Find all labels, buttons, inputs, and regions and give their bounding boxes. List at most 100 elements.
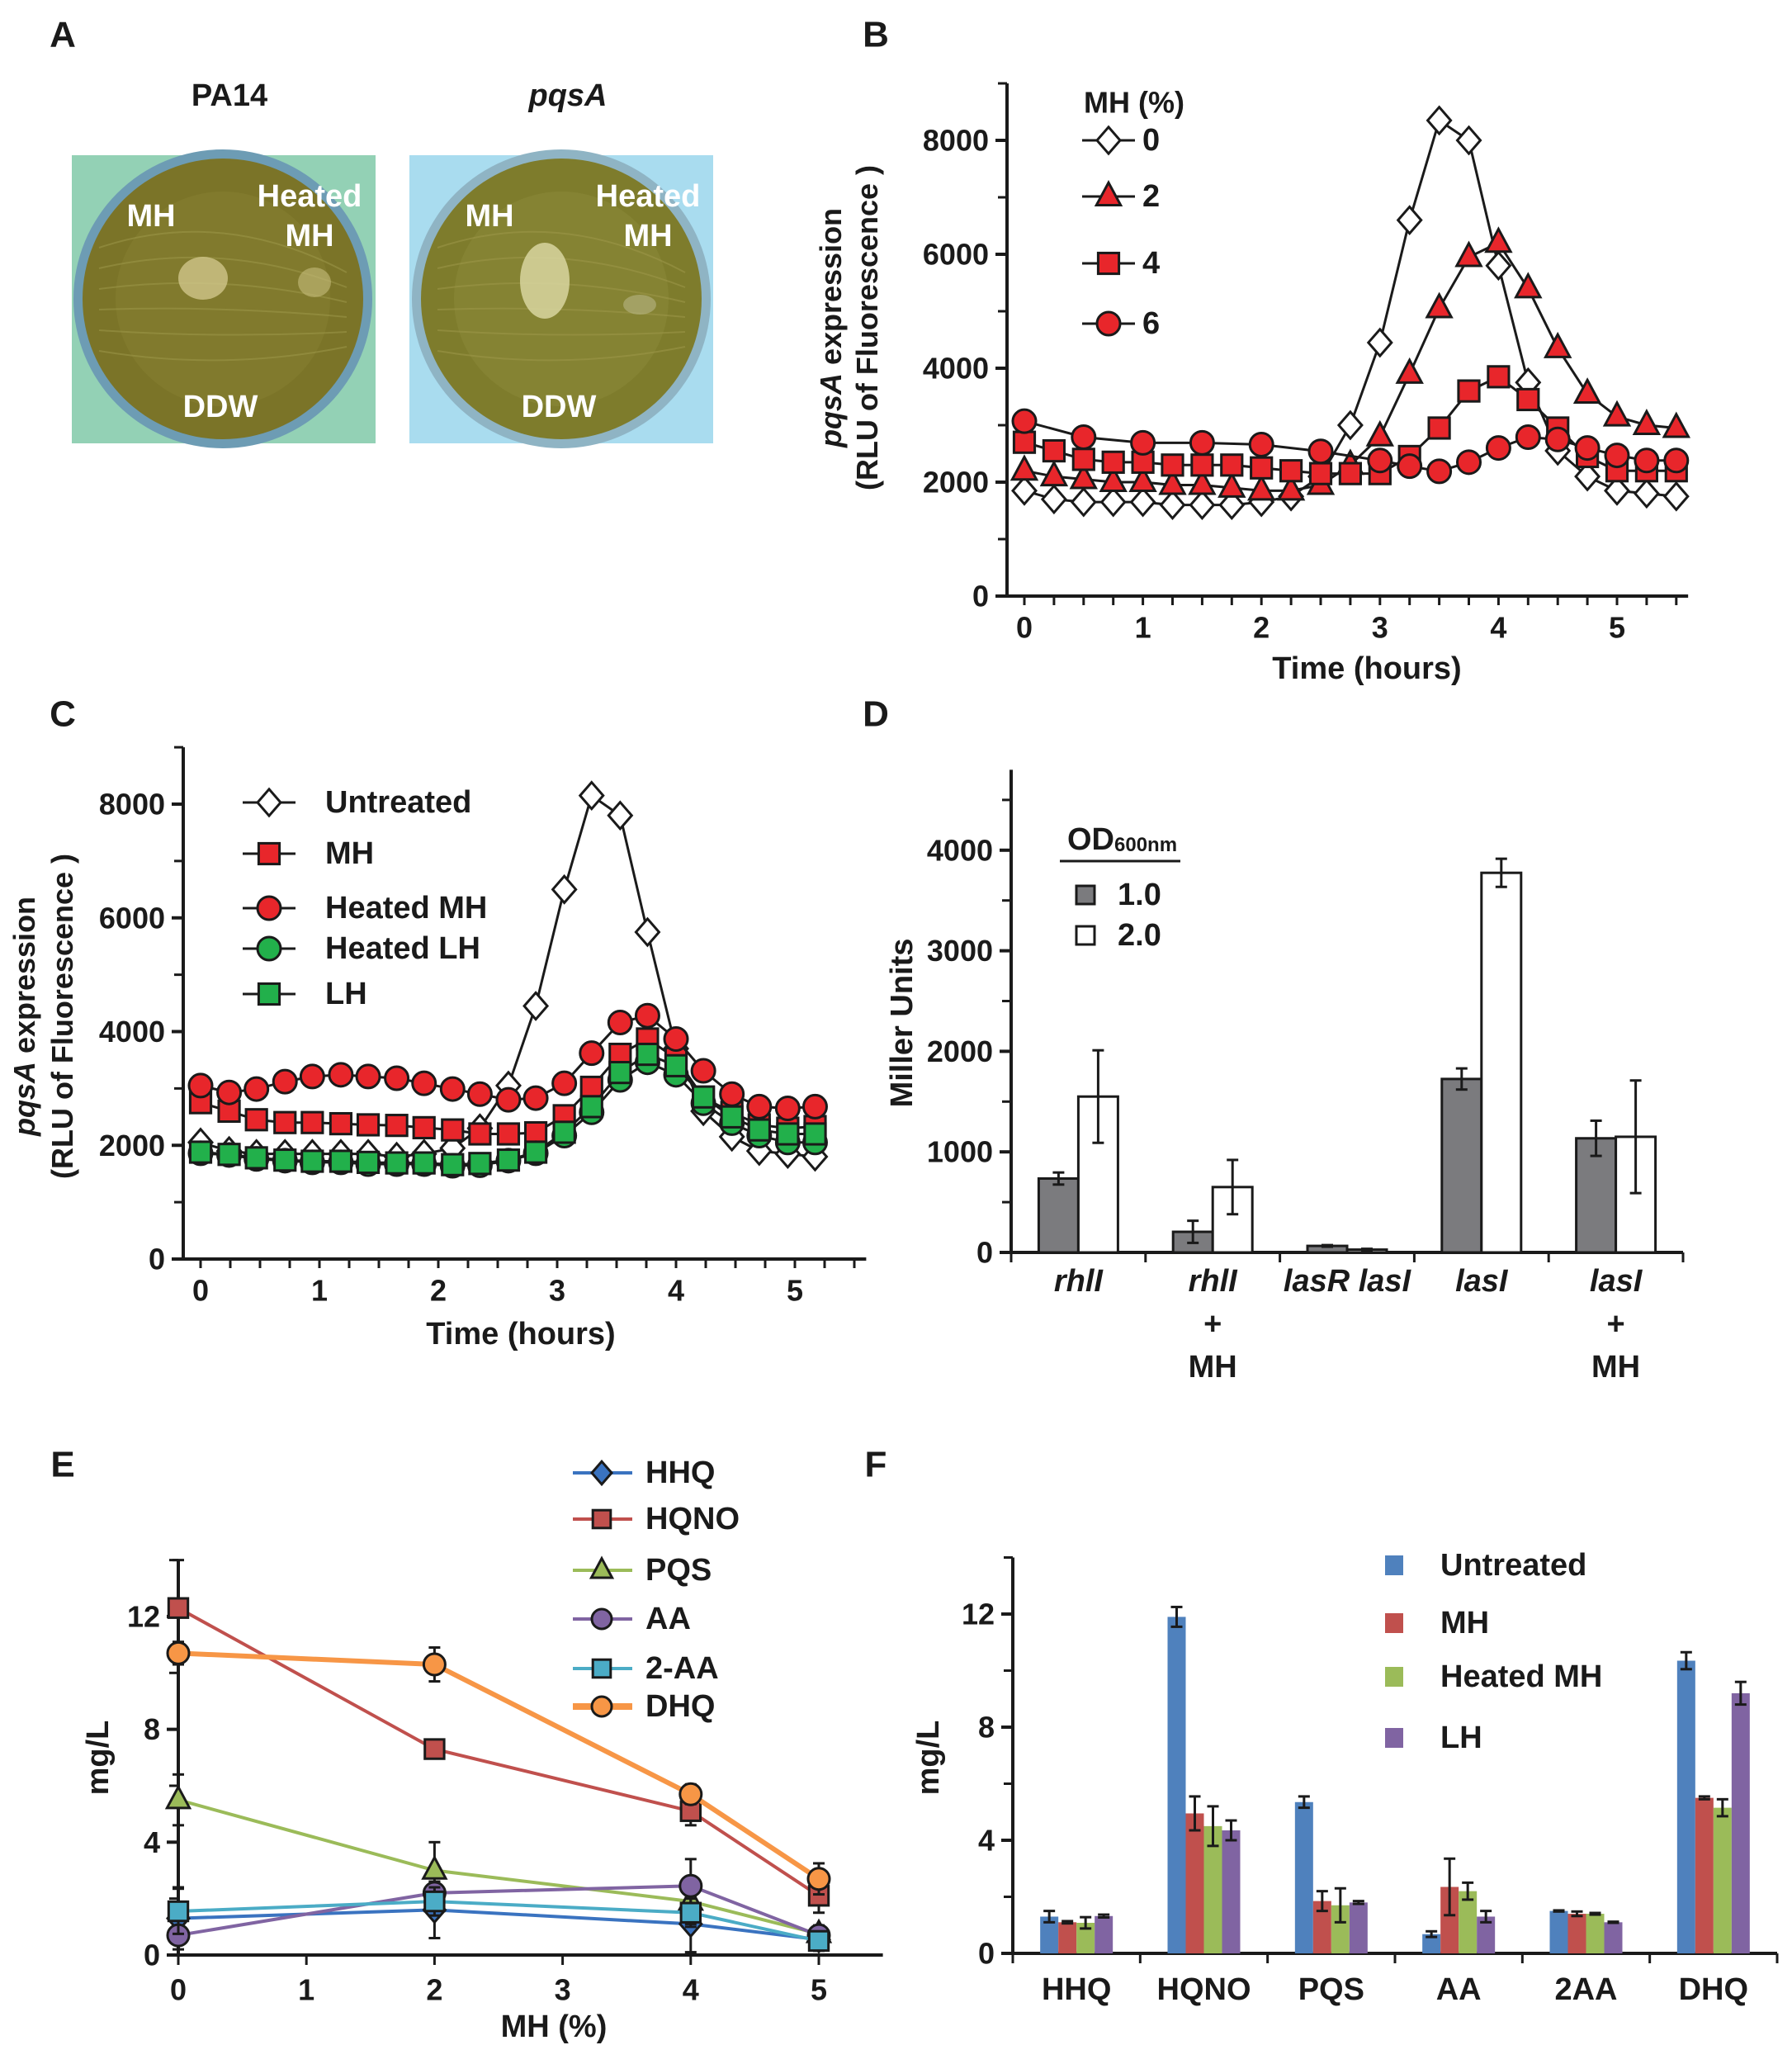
data-point <box>1457 379 1481 403</box>
data-point <box>217 1143 241 1167</box>
data-point <box>187 1072 214 1099</box>
data-point <box>634 1002 660 1029</box>
data-point <box>679 1901 702 1924</box>
data-point <box>746 1093 773 1120</box>
legend-label: 2 <box>1142 179 1160 214</box>
data-point <box>679 1782 703 1806</box>
y-axis-label: Miller Units <box>885 939 920 1108</box>
inhibition-zone <box>178 257 228 300</box>
legend-marker <box>591 1658 612 1679</box>
streak-line <box>98 230 348 273</box>
data-point <box>1514 272 1543 299</box>
y-axis-label: mg/L <box>911 1721 946 1796</box>
spot-label-heated-mh: MH <box>623 219 672 253</box>
data-point <box>1366 327 1393 358</box>
data-point <box>329 1111 353 1136</box>
category-label: lasR lasI <box>1284 1264 1412 1299</box>
bar <box>1440 1077 1483 1254</box>
y-tick-label: 4 <box>144 1825 160 1859</box>
x-tick-label: 5 <box>787 1274 803 1308</box>
data-point <box>1485 250 1512 282</box>
panel-letter: A <box>50 15 76 55</box>
data-point <box>300 1149 324 1173</box>
data-point <box>1190 453 1214 477</box>
agar-plate: PA14 MH Heated MH DDW <box>72 78 376 448</box>
legend: Untreated MH Heated MH LH <box>1385 1548 1602 1755</box>
data-point <box>523 1120 548 1145</box>
legend-marker <box>590 1695 613 1718</box>
data-point <box>1069 462 1099 490</box>
data-point <box>774 1095 801 1121</box>
data-point <box>423 1890 446 1913</box>
x-tick-label: 5 <box>1609 611 1625 645</box>
legend-marker <box>589 1555 615 1579</box>
x-tick-label: 0 <box>1016 611 1033 645</box>
data-point <box>422 1652 447 1677</box>
data-point <box>1634 447 1660 474</box>
data-point <box>522 1085 549 1111</box>
legend-marker <box>256 787 282 818</box>
data-point <box>634 916 661 948</box>
data-point <box>244 1146 268 1170</box>
data-point <box>1218 490 1246 520</box>
data-point <box>1188 468 1217 495</box>
data-point <box>1543 331 1572 358</box>
panel-a: PA14 MH Heated MH DDW pqsA MH Heated MH DDW <box>72 78 713 448</box>
legend-label: Heated LH <box>325 931 480 966</box>
data-point <box>807 1929 830 1953</box>
category-label: HQNO <box>1157 1972 1251 2007</box>
data-point <box>1130 429 1156 456</box>
y-tick-label: 0 <box>144 1939 160 1972</box>
x-axis-label: Time (hours) <box>1272 651 1461 686</box>
data-point <box>188 1140 213 1164</box>
data-point <box>523 1140 548 1164</box>
bar <box>1676 1660 1695 1953</box>
data-point <box>300 1110 324 1134</box>
category-label: DHQ <box>1679 1972 1748 2007</box>
y-tick-label: 2000 <box>923 466 989 499</box>
data-point <box>1633 478 1660 509</box>
streak-line <box>98 307 348 318</box>
legend-label: 2-AA <box>645 1651 719 1686</box>
y-tick-label: 2000 <box>99 1129 165 1162</box>
data-point <box>164 1784 192 1810</box>
legend-title: MH (%) <box>1084 86 1184 120</box>
spot-label-heated: Heated <box>596 179 701 214</box>
data-point <box>1365 419 1395 447</box>
data-point <box>551 873 578 905</box>
legend-marker <box>1096 251 1121 276</box>
streak-line <box>437 346 686 362</box>
legend-label: Untreated <box>1440 1548 1586 1583</box>
y-tick-label: 4000 <box>923 352 989 386</box>
data-point <box>1454 240 1483 267</box>
bar <box>1480 871 1523 1254</box>
legend-label: 1.0 <box>1118 878 1161 912</box>
data-point <box>299 1063 325 1090</box>
x-tick-label: 3 <box>549 1274 565 1308</box>
series-line <box>177 1908 820 1942</box>
data-point <box>552 1120 576 1144</box>
data-point <box>806 1867 831 1891</box>
legend-swatch <box>1385 1555 1403 1575</box>
legend-label: Heated MH <box>1440 1659 1602 1694</box>
panel-b-chart: 0 2000 4000 6000 8000 0 1 2 3 4 5 Time (hours) pqsA … <box>814 82 1691 686</box>
x-tick-label: 3 <box>555 1973 571 2007</box>
data-point <box>1011 408 1038 434</box>
data-point <box>776 1122 800 1146</box>
data-point <box>328 1062 354 1088</box>
data-point <box>1246 474 1276 501</box>
legend-title: OD600nm <box>1067 822 1177 857</box>
bar <box>1604 1922 1623 1953</box>
y-tick-label: 0 <box>976 1236 993 1270</box>
data-point <box>495 1086 522 1113</box>
data-point <box>1009 454 1039 481</box>
data-point <box>384 1065 410 1091</box>
spot-label-ddw: DDW <box>522 390 597 424</box>
category-label: AA <box>1436 1972 1482 2007</box>
legend-label: 6 <box>1142 306 1160 341</box>
data-point <box>1071 447 1095 471</box>
data-point <box>1662 411 1691 438</box>
data-point <box>607 800 634 831</box>
bar <box>1567 1914 1586 1953</box>
